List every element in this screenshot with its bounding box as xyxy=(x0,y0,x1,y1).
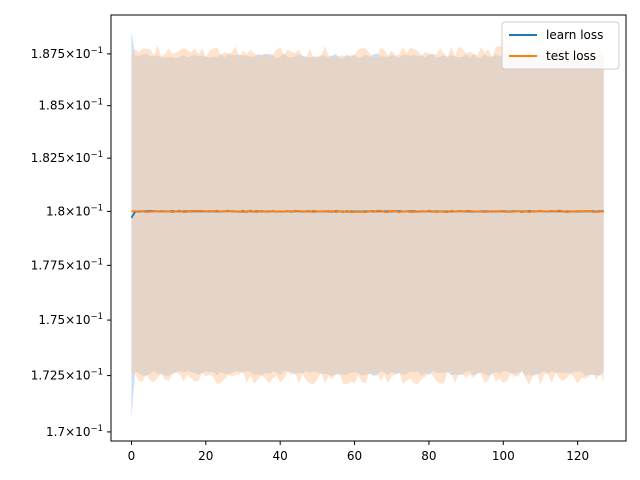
legend-label: test loss xyxy=(546,49,596,63)
y-tick-label: 1.825×10−1 xyxy=(31,150,103,165)
x-tick-label: 0 xyxy=(128,449,136,463)
x-tick-label: 100 xyxy=(492,449,515,463)
band-test-loss xyxy=(131,45,604,385)
y-tick-label: 1.875×10−1 xyxy=(31,46,103,61)
y-tick-label: 1.75×10−1 xyxy=(38,312,103,327)
y-tick-label: 1.8×10−1 xyxy=(46,203,103,218)
x-tick-label: 120 xyxy=(566,449,589,463)
x-tick-label: 60 xyxy=(347,449,362,463)
legend-label: learn loss xyxy=(546,28,603,42)
y-tick-label: 1.7×10−1 xyxy=(46,424,103,439)
y-tick-label: 1.775×10−1 xyxy=(31,257,103,272)
x-tick-label: 40 xyxy=(273,449,288,463)
legend-box xyxy=(501,21,620,70)
x-tick-label: 20 xyxy=(198,449,213,463)
plot-frame xyxy=(110,14,627,442)
line-test-loss xyxy=(131,209,604,214)
y-tick-label: 1.85×10−1 xyxy=(38,98,103,113)
x-tick-label: 80 xyxy=(421,449,436,463)
y-tick-label: 1.725×10−1 xyxy=(31,368,103,383)
